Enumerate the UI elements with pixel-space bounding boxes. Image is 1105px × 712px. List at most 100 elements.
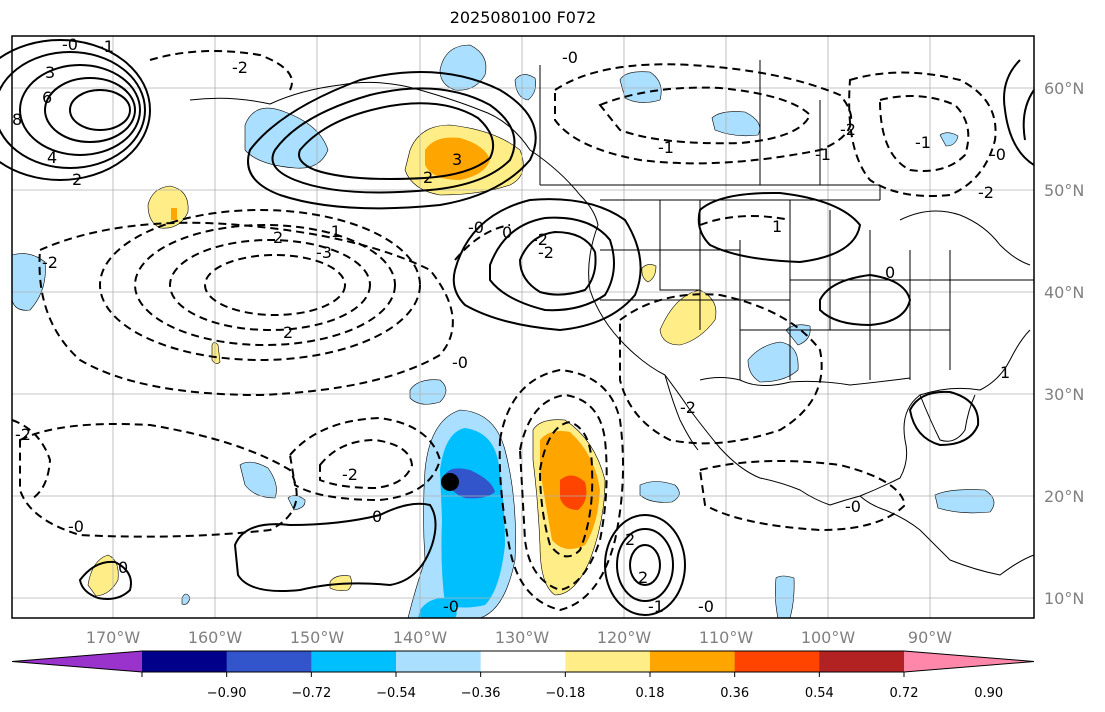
colorbar-segment <box>819 651 905 672</box>
latitude-labels: 60°N 50°N 40°N 30°N 20°N 10°N <box>1044 79 1084 608</box>
colorbar: −0.90 −0.72 −0.54 −0.36 −0.18 0.18 0.36 0.54 0.7… <box>11 650 1035 701</box>
coastlines <box>189 60 1035 576</box>
contour-label: -0 <box>562 48 578 67</box>
contour-label: 1 <box>1000 363 1010 382</box>
colorbar-segment <box>226 651 312 672</box>
colorbar-tick-label: −0.36 <box>461 686 501 701</box>
lat-label: 10°N <box>1044 589 1084 608</box>
contour-label: -2 <box>532 230 548 249</box>
lat-label: 30°N <box>1044 385 1084 404</box>
contour-label: -2 <box>840 120 856 139</box>
colorbar-tick-label: −0.18 <box>545 686 585 701</box>
negative-anomaly-patch <box>711 111 761 137</box>
contour-label: -0 <box>990 145 1006 164</box>
contour-label: 3 <box>452 150 462 169</box>
contour-label: 0 <box>885 263 895 282</box>
colorbar-segment <box>396 651 482 672</box>
contour-label: -2 <box>342 465 358 484</box>
lon-label: 130°W <box>495 628 550 647</box>
lon-label: 110°W <box>699 628 754 647</box>
contour-label: 2 <box>72 170 82 189</box>
negative-anomaly-patch <box>934 489 995 514</box>
negative-anomaly-patch <box>514 74 536 101</box>
contour-label: 3 <box>45 63 55 82</box>
negative-anomaly-patch <box>11 253 46 311</box>
lon-label: 170°W <box>86 628 141 647</box>
negative-anomaly-patch <box>639 481 680 503</box>
map-background <box>12 36 1034 618</box>
contour-label: 1 <box>772 217 782 236</box>
negative-anomaly-patch <box>445 468 495 499</box>
negative-anomaly-patch <box>619 71 662 103</box>
colorbar-segment <box>734 651 820 672</box>
positive-anomaly-patch <box>560 475 587 510</box>
contour-label: 0 <box>118 558 128 577</box>
contour-label: -1 <box>648 597 664 616</box>
colorbar-segment <box>311 651 397 672</box>
contour-label: -2 <box>538 243 554 262</box>
colorbar-segment <box>480 651 566 672</box>
negative-anomaly-patch <box>239 461 277 499</box>
colorbar-tick-label: 0.72 <box>890 686 919 701</box>
lon-label: 120°W <box>597 628 652 647</box>
contour-label: -0 <box>468 218 484 237</box>
colorbar-tick-label: 0.18 <box>636 686 665 701</box>
contour-label: -2 <box>680 398 696 417</box>
contour-label: 0 <box>372 507 382 526</box>
colorbar-extend-low <box>12 651 142 672</box>
contour-label: 2 <box>273 228 283 247</box>
lat-label: 40°N <box>1044 283 1084 302</box>
colorbar-tick-label: −0.72 <box>291 686 331 701</box>
colorbar-segment <box>142 651 228 672</box>
positive-anomaly-patch <box>171 208 177 220</box>
contour-label: 4 <box>47 148 57 167</box>
shaded-anomalies <box>11 44 995 619</box>
contour-label: -0 <box>62 35 78 54</box>
negative-anomaly-patch <box>747 341 799 383</box>
colorbar-tick-label: −0.90 <box>207 686 247 701</box>
lon-label: 160°W <box>188 628 243 647</box>
contour-label: -2 <box>232 58 248 77</box>
colorbar-tick-label: −0.54 <box>376 686 416 701</box>
longitude-labels: 170°W 160°W 150°W 140°W 130°W 120°W 110°… <box>86 628 952 647</box>
contour-label: 0 <box>502 223 512 242</box>
colorbar-segment <box>565 651 651 672</box>
contour-label: -0 <box>443 597 459 616</box>
contour-label: -1 <box>98 37 114 56</box>
contour-label: 2 <box>625 530 635 549</box>
negative-anomaly-patch <box>775 575 795 619</box>
lat-label: 50°N <box>1044 181 1084 200</box>
contour-label: -1 <box>815 145 831 164</box>
graticule <box>12 36 1034 618</box>
lon-label: 140°W <box>393 628 448 647</box>
contour-label: 2 <box>423 168 433 187</box>
contour-label: -3 <box>316 243 332 262</box>
contour-label: 2 <box>638 568 648 587</box>
contour-label: -1 <box>658 138 674 157</box>
colorbar-extend-high <box>904 651 1034 672</box>
contour-label: -0 <box>68 517 84 536</box>
contour-label: -0 <box>452 353 468 372</box>
dashed-contours <box>11 50 997 612</box>
lat-label: 20°N <box>1044 487 1084 506</box>
contour-label: -2 <box>42 253 58 272</box>
colorbar-tick-label: 0.90 <box>974 686 1003 701</box>
contour-label: -1 <box>915 133 931 152</box>
contour-label: -0 <box>698 597 714 616</box>
positive-anomaly-patch <box>211 342 221 364</box>
map-title: 2025080100 F072 <box>449 8 597 27</box>
colorbar-ticks: −0.90 −0.72 −0.54 −0.36 −0.18 0.18 0.36 0.54 0.7… <box>141 672 1003 701</box>
colorbar-segments <box>12 651 1034 672</box>
negative-anomaly-patch <box>440 428 505 608</box>
contour-label: -1 <box>325 222 341 241</box>
storm-center-marker <box>441 473 459 491</box>
map-frame <box>11 35 1035 619</box>
colorbar-tick-label: 0.54 <box>805 686 834 701</box>
lat-label: 60°N <box>1044 79 1084 98</box>
negative-anomaly-patch <box>418 597 457 618</box>
lon-label: 150°W <box>290 628 345 647</box>
negative-anomaly-patch <box>409 379 447 405</box>
contour-label: -2 <box>978 183 994 202</box>
contour-label: 8 <box>12 110 22 129</box>
